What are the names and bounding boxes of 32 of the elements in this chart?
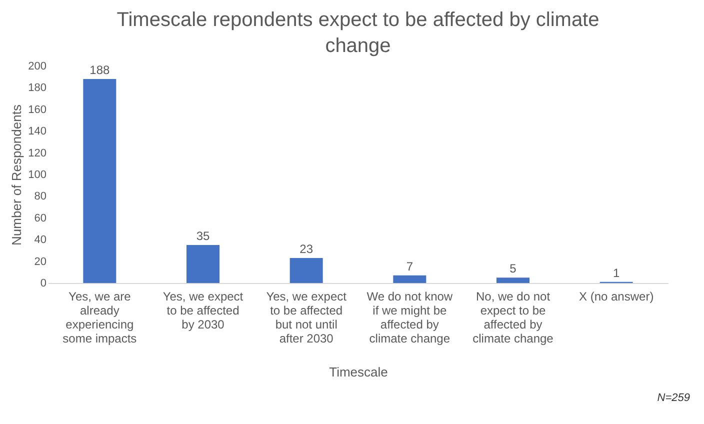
y-tick-label: 80 xyxy=(34,190,46,203)
x-tick-label: No, we do not expect to be affected by climate change xyxy=(472,290,554,346)
y-tick-label: 180 xyxy=(28,82,46,94)
y-tick-label: 160 xyxy=(28,104,46,116)
y-tick-label: 40 xyxy=(34,234,46,246)
bar xyxy=(393,275,426,283)
data-label: 23 xyxy=(300,242,314,256)
data-label: 1 xyxy=(612,266,620,280)
chart-title: Timescale repondents expect to be affected by climate change xyxy=(116,9,600,57)
x-tick-label: X (no answer) xyxy=(578,290,654,304)
y-tick-label: 200 xyxy=(28,60,46,72)
data-label: 7 xyxy=(406,259,414,274)
x-tick-label: Yes, we are already experiencing some impacts xyxy=(62,290,137,346)
y-tick-label: 100 xyxy=(28,169,46,181)
bar xyxy=(83,79,116,283)
text: N=259 xyxy=(657,392,690,404)
bar xyxy=(496,278,530,283)
x-tick-label: Yes, we expect to be affected but not until after 2030 xyxy=(266,290,348,346)
x-axis-title: Timescale xyxy=(329,364,388,380)
y-tick-label: 140 xyxy=(28,126,46,138)
bar xyxy=(290,258,323,283)
y-tick-label: 20 xyxy=(34,256,46,268)
y-tick-label: 0 xyxy=(40,278,46,290)
data-label: 188 xyxy=(90,63,110,78)
y-axis-title: Number of Respondents xyxy=(9,104,24,246)
x-tick-label: Yes, we expect to be affected by 2030 xyxy=(162,290,244,332)
y-tick-label: 120 xyxy=(28,147,46,160)
y-tick-label: 60 xyxy=(34,212,46,224)
x-tick-label: We do not know if we might be affected by climate change xyxy=(366,290,453,346)
data-label: 35 xyxy=(196,229,210,244)
bar xyxy=(186,245,220,283)
data-label: 5 xyxy=(510,262,517,276)
